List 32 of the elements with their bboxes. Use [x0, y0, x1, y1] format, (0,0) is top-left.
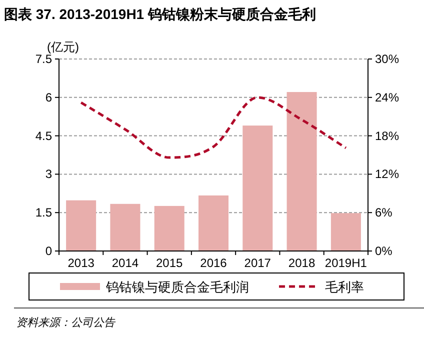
y-tick-label: 6	[45, 90, 52, 104]
bar	[330, 213, 361, 251]
bar	[198, 195, 229, 251]
y2-tick-label: 24%	[375, 90, 400, 104]
text: 资料来源：公司公告	[16, 316, 116, 329]
line-series	[80, 96, 348, 159]
y-tick-label: 3	[45, 167, 52, 182]
y2-tick-label: 12%	[375, 167, 400, 182]
legend-label: 钨钴镍与硬质合金毛利润	[105, 280, 249, 294]
x-tick-label: 2015	[156, 256, 184, 270]
legend-label: 毛利率	[325, 280, 364, 294]
x-tick-label: 2017	[244, 256, 272, 270]
y2-tick-label: 0%	[375, 244, 393, 258]
x-tick-label: 2013	[68, 256, 95, 270]
chart-title: 图表 37. 2013-2019H1 钨钴镍粉末与硬质合金毛利	[4, 6, 316, 22]
y2-tick-label: 6%	[375, 206, 393, 220]
bar	[110, 204, 140, 251]
bar	[66, 200, 96, 251]
x-tick-label: 2014	[112, 256, 139, 270]
y-tick-label: 4.5	[35, 128, 52, 143]
y-tick-label: 0	[45, 244, 52, 258]
x-tick-label: 2019H1	[324, 256, 368, 270]
bar	[242, 126, 273, 251]
x-tick-label: 2016	[200, 256, 228, 270]
y-tick-label: 1.5	[35, 206, 52, 220]
bar	[286, 92, 317, 251]
x-tick-label: 2018	[288, 256, 316, 270]
y2-tick-label: 18%	[375, 128, 400, 143]
bar	[154, 206, 184, 251]
y-axis-title: (亿元)	[47, 40, 79, 54]
y2-tick-label: 30%	[375, 52, 400, 66]
y-tick-label: 7.5	[35, 52, 52, 66]
